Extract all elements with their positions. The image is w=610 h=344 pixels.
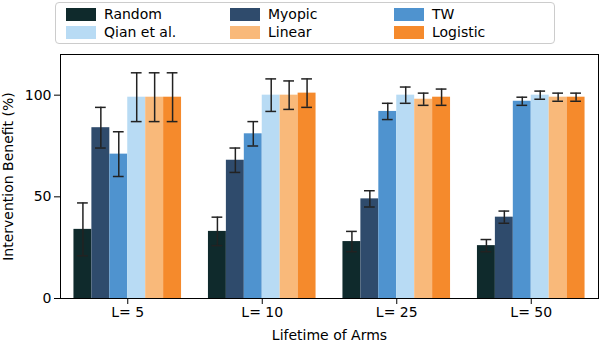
svg-text:L= 25: L= 25 bbox=[376, 304, 418, 320]
html-text:TW: TW bbox=[432, 6, 455, 22]
svg-text:L= 10: L= 10 bbox=[241, 304, 283, 320]
html-text:Logistic: Logistic bbox=[432, 24, 486, 40]
html-text:Myopic: Myopic bbox=[268, 6, 318, 22]
html-text:Random: Random bbox=[104, 6, 162, 22]
svg-text:50: 50 bbox=[34, 188, 52, 204]
html-text:Qian et al.: Qian et al. bbox=[104, 24, 177, 40]
svg-text:Lifetime of Arms: Lifetime of Arms bbox=[272, 327, 387, 343]
svg-text:Intervention Benefit (%): Intervention Benefit (%) bbox=[0, 92, 16, 261]
svg-text:L= 50: L= 50 bbox=[510, 304, 552, 320]
html-text:Linear: Linear bbox=[268, 24, 312, 40]
svg-text:L= 5: L= 5 bbox=[111, 304, 144, 320]
svg-text:100: 100 bbox=[25, 87, 52, 103]
svg-text:0: 0 bbox=[43, 290, 52, 306]
